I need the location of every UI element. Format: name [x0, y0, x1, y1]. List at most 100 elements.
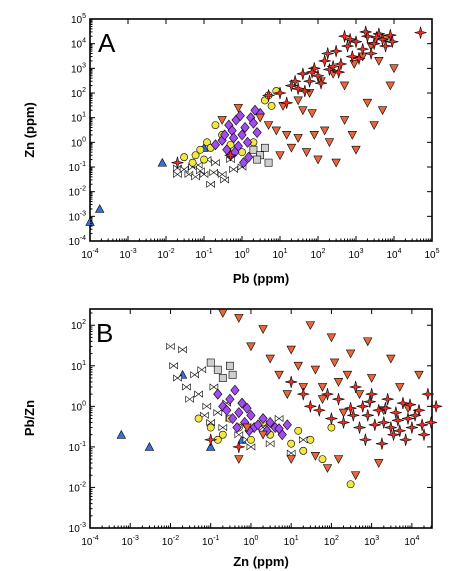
x-tick-label: 102	[324, 535, 339, 548]
panel-a-diamond-point	[244, 151, 254, 163]
panel-b-bowtie-point	[218, 423, 228, 432]
panel-b-invtri-point	[234, 314, 244, 323]
panel-b-diamond-point	[282, 419, 292, 431]
panel-b-marks	[116, 309, 443, 489]
panel-a-circle-point	[180, 153, 189, 162]
panel-a-invtri-point	[307, 109, 317, 119]
panel-b-bowtie-point	[213, 409, 223, 417]
panel-a-diamond-point	[210, 139, 221, 151]
panel-b-bowtie-point	[194, 390, 203, 398]
panel-a-square-point	[264, 158, 273, 167]
panel-b-invtri-point	[414, 370, 424, 380]
panel-b-star-point	[356, 400, 369, 413]
x-tick-label: 10-1	[202, 535, 219, 548]
panel-b-square-point	[206, 358, 215, 367]
x-tick-label: 10-3	[122, 535, 139, 548]
panel-a-bowtie-point	[209, 168, 219, 177]
panel-b-star-point	[405, 421, 418, 434]
panel-b-diamond-point	[246, 409, 256, 421]
panel-b-star-point	[344, 402, 357, 415]
panel-b-invtri-point	[317, 395, 328, 405]
panel-b-diamond-point	[258, 413, 268, 425]
panel-b-star-point	[332, 393, 345, 406]
panel-a-bowtie-point	[196, 167, 205, 175]
panel-b-star-point	[430, 400, 443, 413]
panel-a-bowtie-point	[220, 176, 229, 184]
x-tick-label: 102	[310, 248, 325, 261]
panel-a-diamond-point	[235, 110, 245, 122]
panel-a-star-point	[349, 35, 363, 48]
panel-b-bowtie-point	[274, 414, 284, 423]
panel-b-star-point	[204, 433, 217, 446]
panel-a-invtri-point	[324, 138, 335, 148]
panel-b-star-point	[321, 388, 334, 401]
y-tick-label: 10-2	[69, 186, 86, 199]
panel-b-bowtie-point	[246, 443, 256, 451]
panel-a-circle-point	[191, 151, 200, 160]
x-tick-label: 100	[243, 535, 258, 548]
panel-b-bowtie-point	[173, 374, 182, 382]
panel-a-invtri-point	[331, 158, 341, 168]
x-tick-label: 10-2	[157, 248, 174, 261]
y-tick-label: 10-3	[69, 210, 86, 223]
panel-b-star-point	[393, 424, 406, 437]
x-tick-label: 10-1	[195, 248, 212, 261]
panel-b-invtri-point	[274, 370, 284, 380]
panel-a-invtri-point	[339, 116, 350, 125]
panel-a-star-point	[273, 86, 287, 100]
y-tick-label: 100	[71, 400, 86, 413]
panel-b-circle-point	[299, 446, 308, 455]
panel-b-diamond-point	[225, 393, 235, 405]
panel-b-star-point	[416, 418, 429, 431]
panel-b-bowtie-point	[265, 440, 275, 448]
panel-b-invtri-point	[305, 321, 316, 331]
panel-b-invtri-point	[286, 345, 296, 355]
panel-a-invtri-point	[339, 81, 350, 91]
panel-b-bowtie-point	[298, 436, 308, 444]
panel-a-star-point	[370, 31, 383, 44]
panel-b-invtri-point	[366, 374, 377, 383]
panel-b-star-point	[359, 433, 372, 446]
panel-b-invtri-point	[338, 408, 349, 418]
panel-b-bowtie-point	[197, 366, 207, 374]
panel-a-star-point	[330, 45, 343, 58]
panel-a-frame	[89, 18, 433, 242]
panel-b-star-point	[396, 397, 410, 410]
panel-b-star-point	[313, 404, 326, 417]
y-tick-label: 10-2	[69, 481, 86, 494]
panel-b-bowtie-point	[286, 449, 296, 457]
panel-b-invtri-point	[326, 333, 337, 343]
panel-b: 10-4 10-3 10-2 10-1 100 101 102 103 10410-310-21…	[22, 308, 443, 569]
panel-b-invtri-point	[234, 455, 244, 464]
panel-b-star-point	[403, 398, 417, 411]
panel-a-circle-point	[267, 101, 276, 110]
panel-b-circle-point	[327, 423, 336, 432]
panel-b-y-axis-label: Pb/Zn	[22, 400, 37, 436]
panel-a-bowtie-point	[229, 165, 238, 173]
panel-a-star-point	[262, 89, 275, 102]
x-tick-label: 101	[284, 535, 299, 548]
panel-b-star-point	[337, 416, 350, 429]
panel-b-invtri-point	[345, 349, 356, 359]
panel-a-invtri-point	[389, 64, 399, 74]
panel-a-star-point	[361, 30, 374, 43]
y-tick-label: 10-3	[69, 522, 86, 535]
panel-b-bowtie-point	[185, 395, 194, 403]
panel-a-invtri-point	[281, 131, 292, 140]
panel-b-diamond-point	[213, 388, 223, 400]
panel-a-star-point	[298, 84, 311, 98]
panel-a-invtri-point	[377, 106, 388, 116]
panel-b-invtri-point	[322, 464, 333, 473]
panel-b-star-point	[361, 409, 374, 422]
panel-b-square-point	[213, 365, 222, 374]
panel-a-invtri-point	[309, 131, 320, 140]
x-tick-label: 10-4	[81, 535, 98, 548]
panel-a-star-point	[332, 66, 345, 79]
panel-a-star-point	[414, 26, 427, 39]
y-tick-label: 105	[71, 13, 86, 26]
panel-a-star-point	[379, 39, 392, 53]
panel-a-bowtie-point	[217, 170, 227, 179]
panel-b-star-point	[365, 388, 378, 401]
panel-a-star-point	[224, 149, 237, 162]
panel-b-triangle-point	[116, 429, 127, 439]
